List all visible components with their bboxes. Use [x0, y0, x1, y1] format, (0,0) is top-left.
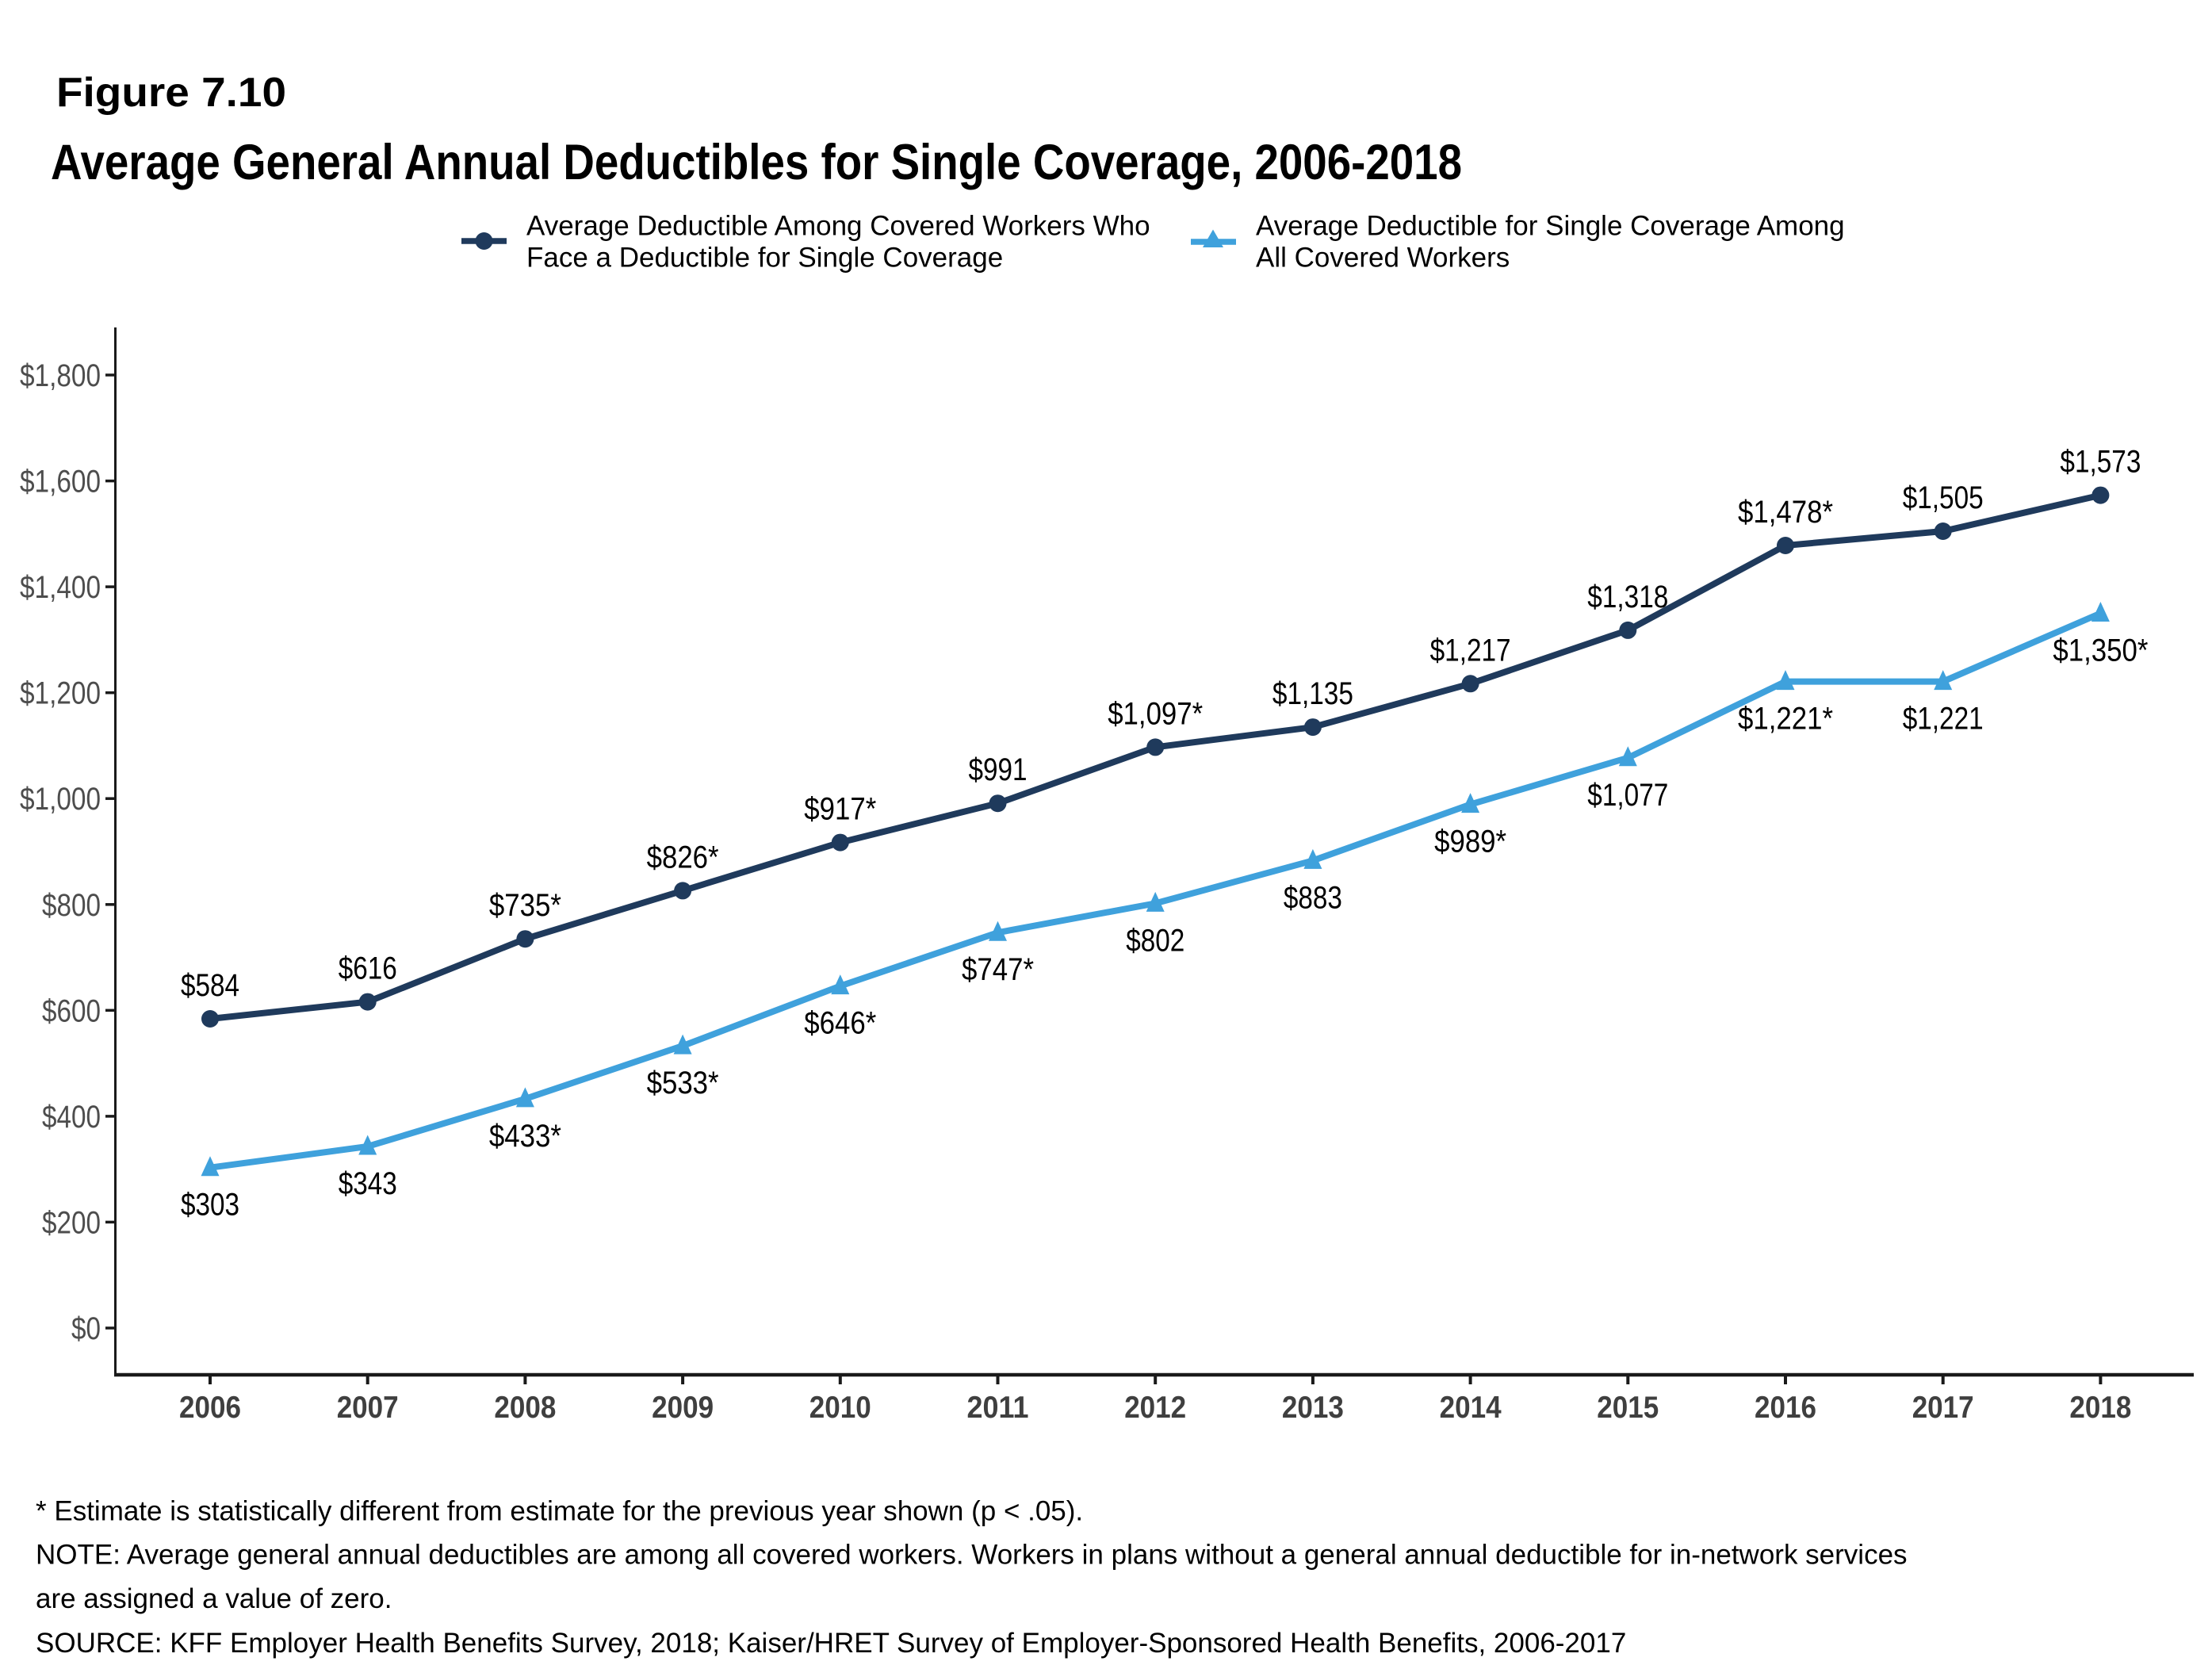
svg-text:$433*: $433*: [489, 1119, 561, 1154]
svg-text:are assigned a value of zero.: are assigned a value of zero.: [36, 1583, 392, 1614]
svg-text:$826*: $826*: [647, 840, 719, 875]
svg-text:2017: 2017: [1912, 1391, 1974, 1425]
svg-text:$1,505: $1,505: [1903, 480, 1984, 515]
svg-text:All Covered Workers: All Covered Workers: [1256, 243, 1510, 274]
svg-text:$735*: $735*: [489, 888, 561, 923]
svg-text:$584: $584: [181, 968, 239, 1003]
svg-text:$400: $400: [42, 1100, 101, 1135]
svg-text:$1,077: $1,077: [1587, 778, 1668, 813]
svg-text:$646*: $646*: [804, 1006, 876, 1041]
svg-text:$533*: $533*: [647, 1066, 719, 1100]
svg-text:$989*: $989*: [1434, 825, 1506, 859]
svg-text:2013: 2013: [1282, 1391, 1344, 1425]
svg-text:$1,221*: $1,221*: [1738, 702, 1833, 737]
svg-text:$343: $343: [339, 1166, 397, 1201]
svg-text:NOTE: Average general annual d: NOTE: Average general annual deductibles…: [36, 1540, 1908, 1571]
svg-text:2014: 2014: [1440, 1391, 1502, 1425]
svg-text:2015: 2015: [1597, 1391, 1659, 1425]
svg-text:$800: $800: [42, 888, 101, 923]
svg-text:2007: 2007: [337, 1391, 399, 1425]
svg-text:$1,350*: $1,350*: [2053, 633, 2148, 668]
svg-text:$917*: $917*: [804, 792, 876, 827]
svg-text:$1,400: $1,400: [20, 570, 101, 605]
svg-text:2016: 2016: [1755, 1391, 1816, 1425]
svg-text:$1,573: $1,573: [2060, 445, 2141, 480]
svg-text:* Estimate is statistically di: * Estimate is statistically different fr…: [36, 1495, 1083, 1526]
svg-text:2011: 2011: [967, 1391, 1029, 1425]
svg-text:Figure 7.10: Figure 7.10: [56, 70, 286, 116]
svg-text:Face a Deductible for Single C: Face a Deductible for Single Coverage: [526, 243, 1003, 274]
svg-text:2012: 2012: [1124, 1391, 1186, 1425]
svg-text:$1,135: $1,135: [1272, 676, 1353, 711]
svg-text:$1,097*: $1,097*: [1108, 696, 1203, 731]
svg-text:2009: 2009: [652, 1391, 714, 1425]
svg-text:Average Deductible Among Cover: Average Deductible Among Covered Workers…: [526, 211, 1150, 242]
svg-text:$1,200: $1,200: [20, 676, 101, 711]
svg-text:$802: $802: [1126, 923, 1184, 958]
svg-text:2006: 2006: [179, 1391, 241, 1425]
svg-text:$1,221: $1,221: [1903, 702, 1984, 737]
svg-text:$1,800: $1,800: [20, 358, 101, 393]
svg-text:$600: $600: [42, 993, 101, 1028]
svg-text:$200: $200: [42, 1205, 101, 1240]
svg-text:SOURCE: KFF Employer Health Be: SOURCE: KFF Employer Health Benefits Sur…: [36, 1628, 1626, 1659]
svg-text:$1,318: $1,318: [1587, 580, 1668, 614]
svg-text:$1,600: $1,600: [20, 465, 101, 500]
svg-text:Average Deductible for Single: Average Deductible for Single Coverage A…: [1256, 211, 1845, 242]
svg-text:$747*: $747*: [962, 952, 1034, 987]
svg-text:Average General Annual Deducti: Average General Annual Deductibles for S…: [51, 135, 1462, 190]
svg-text:$616: $616: [339, 951, 397, 986]
svg-text:$1,000: $1,000: [20, 782, 101, 817]
svg-text:$1,478*: $1,478*: [1738, 495, 1833, 530]
svg-text:$1,217: $1,217: [1430, 633, 1511, 668]
svg-text:2008: 2008: [494, 1391, 556, 1425]
svg-text:$0: $0: [71, 1311, 101, 1346]
svg-text:$303: $303: [181, 1188, 239, 1223]
svg-text:2018: 2018: [2069, 1391, 2131, 1425]
svg-text:$883: $883: [1284, 880, 1342, 915]
svg-text:$991: $991: [969, 752, 1028, 787]
svg-text:2010: 2010: [809, 1391, 871, 1425]
